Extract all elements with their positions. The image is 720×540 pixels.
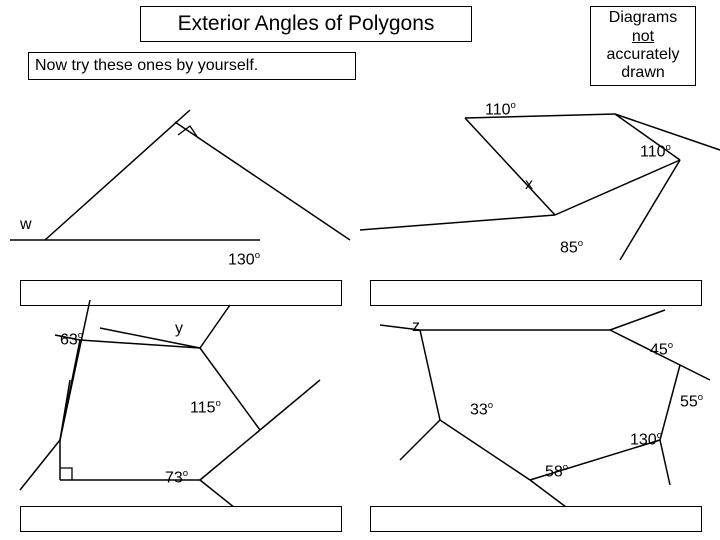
subtitle-box: Now try these ones by yourself. [28,52,356,80]
note-box: Diagrams not accurately drawn [590,6,696,86]
answer-box-z [370,506,702,532]
diagram-x [360,80,720,280]
note-l1: Diagrams [609,9,677,27]
label-x: x [525,176,533,194]
label-33: 33o [470,400,493,419]
label-63: 63o [60,330,83,349]
answer-box-w [20,280,342,306]
label-55: 55o [680,392,703,411]
answer-box-y [20,506,342,532]
label-y: y [175,320,183,338]
label-w: w [20,216,32,234]
diagram-w [0,80,360,280]
note-l3: accurately [607,46,680,64]
label-115: 115o [190,398,221,417]
label-110a: 110o [485,100,516,119]
label-58: 58o [545,462,568,481]
label-130-br: 130o [630,430,662,449]
subtitle-text: Now try these ones by yourself. [35,57,258,75]
label-85: 85o [560,238,583,257]
label-45: 45o [650,340,673,359]
title-text: Exterior Angles of Polygons [178,12,435,36]
label-110b: 110o [640,142,671,161]
title-box: Exterior Angles of Polygons [140,6,472,42]
answer-box-x [370,280,702,306]
label-z: z [412,318,420,336]
note-l2: not [632,28,654,46]
label-73: 73o [165,468,188,487]
label-130-tl: 130o [228,250,260,269]
